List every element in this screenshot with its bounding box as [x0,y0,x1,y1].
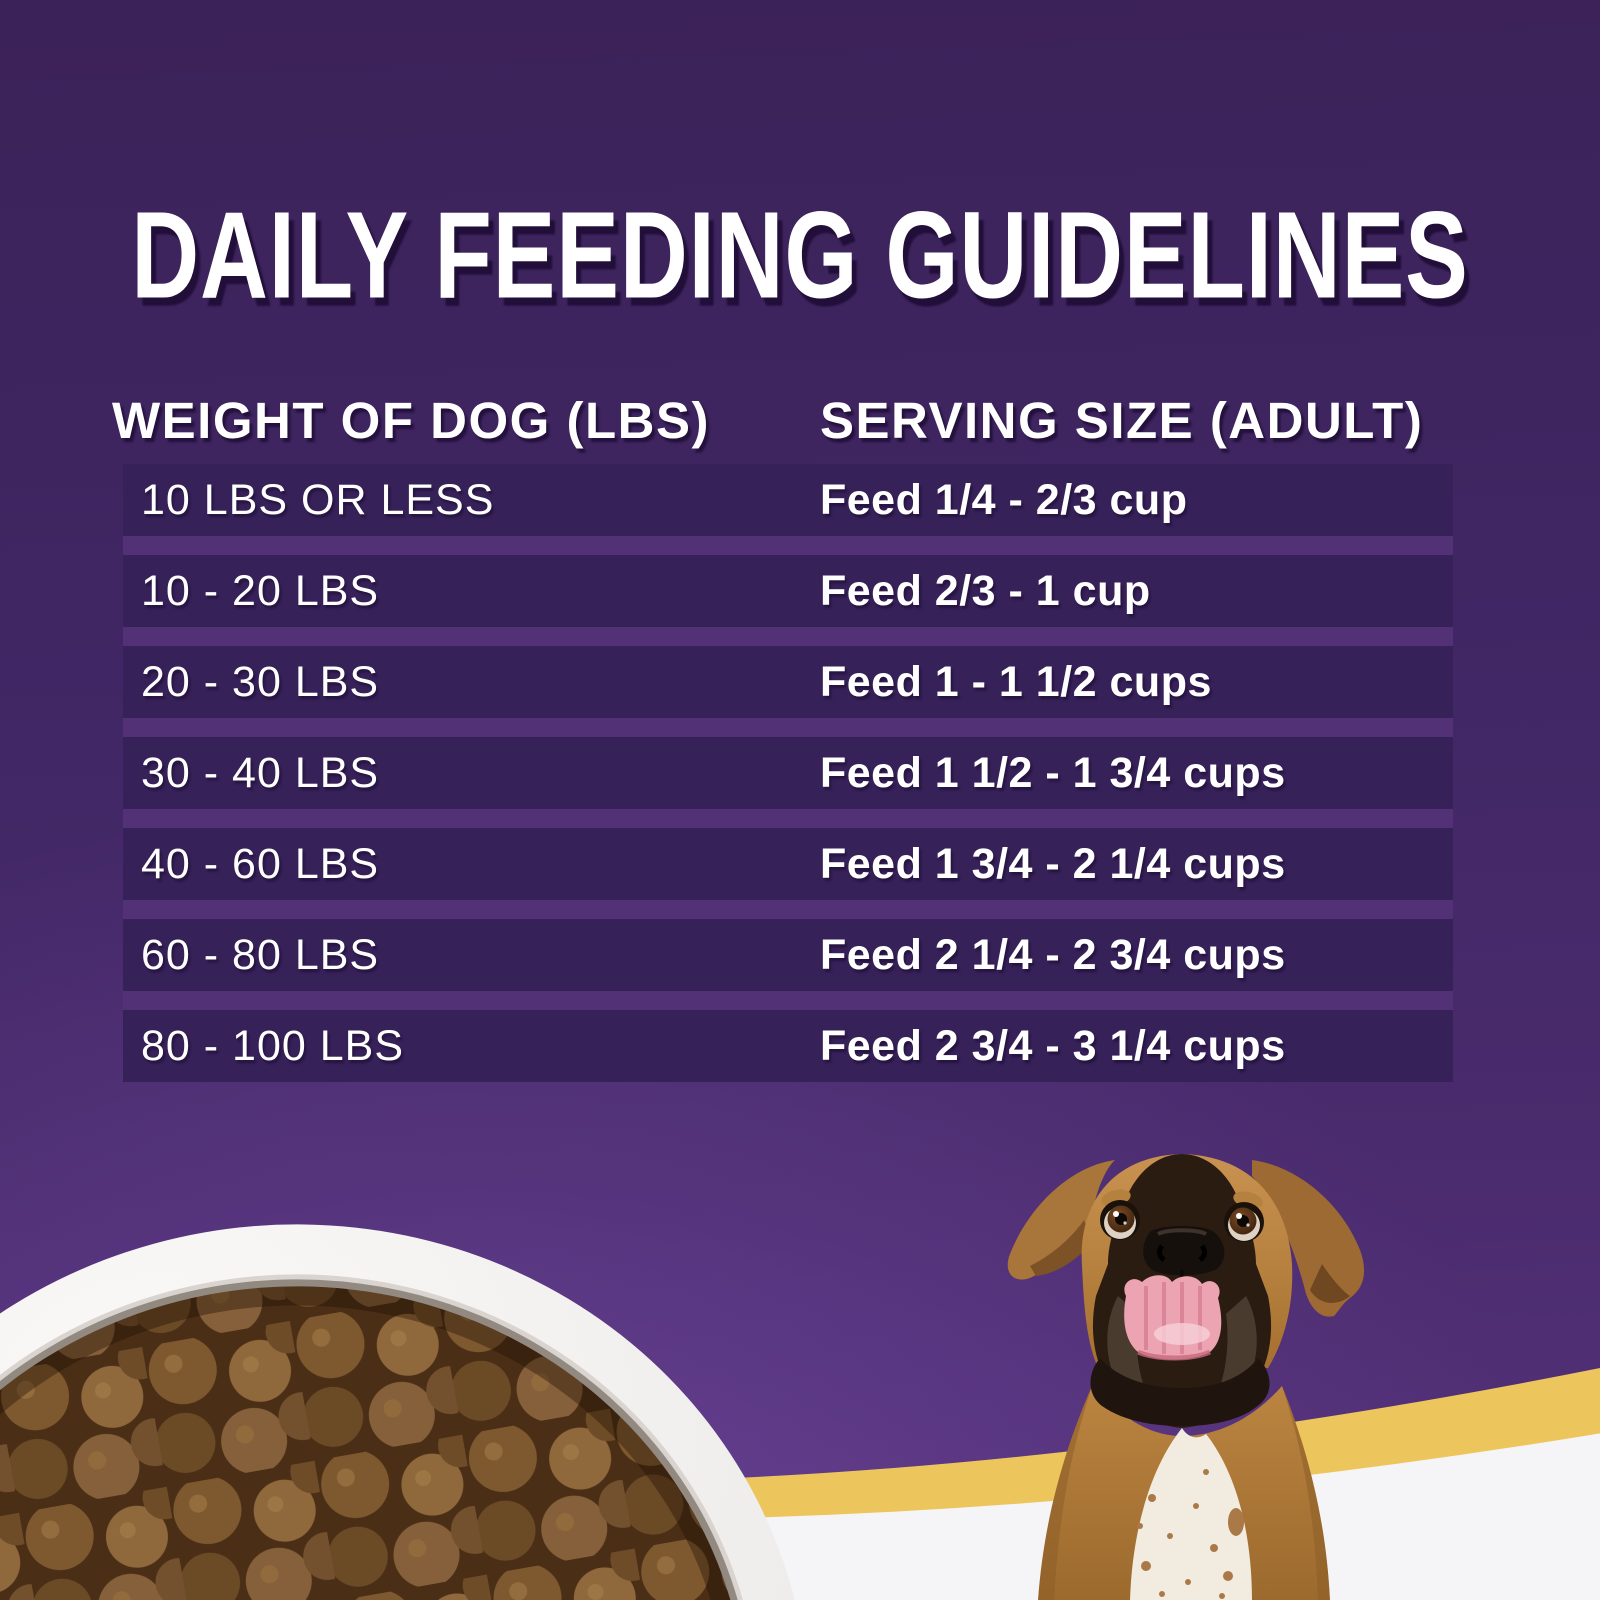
kibble-bowl-illustration [0,1224,810,1600]
table-row: 10 - 20 LBS Feed 2/3 - 1 cup [123,555,1453,627]
dog-chest-blaze [1130,1428,1252,1600]
weight-cell: 10 LBS OR LESS [141,475,495,524]
serving-cell: Feed 2/3 - 1 cup [820,566,1151,615]
table-row: 60 - 80 LBS Feed 2 1/4 - 2 3/4 cups [123,919,1453,991]
weight-cell: 30 - 40 LBS [141,748,380,797]
dog-bowl [0,1224,810,1600]
table-row: 30 - 40 LBS Feed 1 1/2 - 1 3/4 cups [123,737,1453,809]
dog-left-ear [1007,1160,1115,1280]
weight-cell: 20 - 30 LBS [141,657,380,706]
serving-cell: Feed 1 - 1 1/2 cups [820,657,1212,706]
dog-eyes [1100,1200,1264,1242]
weight-cell: 10 - 20 LBS [141,566,380,615]
boxer-dog-illustration [1007,1154,1365,1600]
dog-beard [1090,1358,1270,1426]
kibble [0,1286,748,1600]
table-row: 10 LBS OR LESS Feed 1/4 - 2/3 cup [123,464,1453,536]
dog-right-ear [1252,1160,1365,1317]
feeding-table: 10 LBS OR LESS Feed 1/4 - 2/3 cup 10 - 2… [123,464,1453,1082]
table-row: 40 - 60 LBS Feed 1 3/4 - 2 1/4 cups [123,828,1453,900]
serving-cell: Feed 1 3/4 - 2 1/4 cups [820,839,1286,888]
column-header-weight: WEIGHT OF DOG (LBS) [112,391,710,449]
weight-cell: 40 - 60 LBS [141,839,380,888]
chest-speckles [1137,1469,1244,1599]
dog-nose [1143,1226,1225,1282]
table-row: 80 - 100 LBS Feed 2 3/4 - 3 1/4 cups [123,1010,1453,1082]
dog-ears [1007,1160,1365,1317]
serving-cell: Feed 2 1/4 - 2 3/4 cups [820,930,1286,979]
weight-cell: 80 - 100 LBS [141,1021,405,1070]
dog-body [1038,1386,1330,1600]
serving-cell: Feed 1 1/2 - 1 3/4 cups [820,748,1286,797]
dog-tongue [1124,1275,1222,1361]
serving-cell: Feed 1/4 - 2/3 cup [820,475,1188,524]
page-title: DAILY FEEDING GUIDELINES [131,186,1469,324]
serving-cell: Feed 2 3/4 - 3 1/4 cups [820,1021,1286,1070]
table-column-headers: WEIGHT OF DOG (LBS) SERVING SIZE (ADULT) [112,390,1453,450]
table-row: 20 - 30 LBS Feed 1 - 1 1/2 cups [123,646,1453,718]
weight-cell: 60 - 80 LBS [141,930,380,979]
column-header-serving: SERVING SIZE (ADULT) [820,391,1424,449]
